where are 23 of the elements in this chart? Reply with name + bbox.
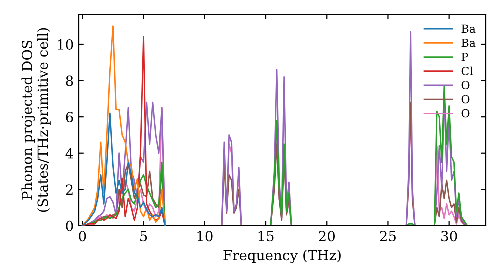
x-tick-label: 0 xyxy=(79,231,86,242)
legend-label: O xyxy=(462,109,470,118)
legend-label: Cl xyxy=(462,66,473,76)
x-tick-label: 15 xyxy=(258,231,274,242)
legend-label: Ba xyxy=(462,24,476,34)
x-tick-label: 5 xyxy=(140,231,148,242)
x-axis-title: Frequency (THz) xyxy=(224,250,341,264)
line-series xyxy=(82,112,166,226)
y-tick-label: 8 xyxy=(66,76,74,86)
x-tick-label: 30 xyxy=(442,231,458,242)
x-tick-label: 25 xyxy=(380,231,396,242)
y-tick-label: 10 xyxy=(58,39,74,50)
legend-label: P xyxy=(462,53,468,62)
legend-label: Ba xyxy=(462,38,476,48)
y-tick-label: 0 xyxy=(66,220,74,232)
x-tick-label: 20 xyxy=(319,231,336,242)
legend-label: O xyxy=(462,81,470,90)
y-axis-title: Phonon projected DOS (States/THz·primitive cell) xyxy=(22,28,51,212)
legend-label: O xyxy=(462,95,470,104)
x-tick-label: 10 xyxy=(198,231,213,242)
y-tick-label: 6 xyxy=(66,112,74,123)
y-tick-label: 4 xyxy=(66,148,74,159)
y-tick-label: 2 xyxy=(66,184,73,195)
